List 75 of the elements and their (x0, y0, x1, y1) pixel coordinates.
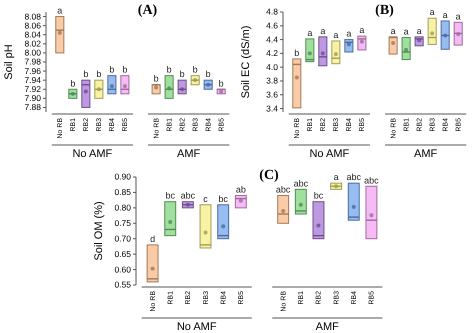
y-tick-label: 0.80 (114, 202, 132, 213)
text: a (334, 172, 339, 182)
text: b (166, 64, 172, 75)
text: AMF (414, 148, 438, 160)
y-tick-label: 4.8 (266, 6, 278, 17)
text: AMF (177, 148, 201, 160)
text: b (206, 69, 211, 80)
text: b (83, 69, 88, 80)
y-tick-label: 3.8 (266, 76, 278, 86)
y-axis-title: Soil OM (%) (93, 201, 105, 261)
chart-title: (C) (259, 168, 280, 183)
text: b (218, 78, 224, 88)
text: abc (346, 172, 362, 182)
text: b (96, 69, 102, 80)
text: a (404, 26, 409, 37)
text: bc (218, 194, 228, 204)
y-tick-label: 4.6 (266, 20, 278, 31)
text: a (390, 26, 396, 36)
text: a (416, 26, 422, 36)
text: No AMF (309, 148, 350, 160)
y-tick-label: 0.65 (114, 248, 132, 259)
text: AMF (316, 321, 340, 333)
text: b (122, 64, 128, 75)
text: abc (276, 184, 290, 195)
text: b (70, 78, 76, 88)
y-tick-label: 8.08 (24, 11, 42, 22)
text: bc (165, 190, 175, 201)
text: a (456, 11, 461, 22)
y-tick-label: 0.70 (114, 233, 132, 244)
y-tick-label: 7.96 (24, 66, 42, 76)
text: d (150, 234, 156, 244)
text: a (57, 6, 62, 16)
text: a (430, 7, 435, 18)
text: a (359, 25, 364, 36)
chart-title: (A) (138, 3, 158, 18)
text: No AMF (72, 148, 112, 160)
y-tick-label: 8.02 (24, 38, 42, 49)
chart-title: (B) (375, 3, 394, 18)
y-tick-label: 7.94 (24, 74, 42, 85)
text: c (203, 194, 208, 204)
y-axis-title: Soil pH (3, 44, 15, 80)
y-tick-label: 0.55 (114, 280, 132, 290)
text: a (307, 28, 312, 38)
y-tick-label: 4.2 (266, 48, 278, 58)
text: b (294, 48, 300, 58)
text: bc (314, 190, 324, 201)
text: b (180, 69, 185, 80)
text: a (333, 30, 338, 40)
y-tick-label: 7.90 (24, 93, 42, 104)
text: a (346, 28, 352, 39)
text: abc (180, 190, 196, 201)
y-tick-label: 3.4 (266, 103, 278, 114)
text: abc (364, 175, 379, 186)
y-tick-label: 3.6 (266, 89, 278, 100)
text: b (109, 64, 114, 75)
y-tick-label: 0.75 (114, 218, 132, 228)
y-tick-label: 0.60 (114, 264, 132, 274)
text: a (320, 26, 326, 36)
y-tick-label: 7.92 (24, 84, 42, 94)
text: a (442, 10, 448, 20)
y-tick-label: 0.90 (114, 172, 132, 182)
text: b (192, 64, 198, 75)
y-tick-label: 4.0 (266, 62, 278, 72)
text: abc (294, 178, 308, 188)
y-tick-label: 8.04 (24, 29, 42, 40)
y-tick-label: 4.4 (266, 34, 278, 44)
y-tick-label: 0.85 (114, 187, 132, 198)
text: b (154, 74, 159, 84)
text: No AMF (176, 321, 217, 333)
y-tick-label: 8.06 (24, 20, 42, 30)
text: ab (236, 184, 246, 195)
y-axis-title: Soil EC (dS/m) (240, 26, 252, 98)
y-tick-label: 7.88 (24, 102, 42, 112)
y-tick-label: 8.00 (24, 48, 42, 58)
y-tick-label: 7.98 (24, 56, 42, 67)
